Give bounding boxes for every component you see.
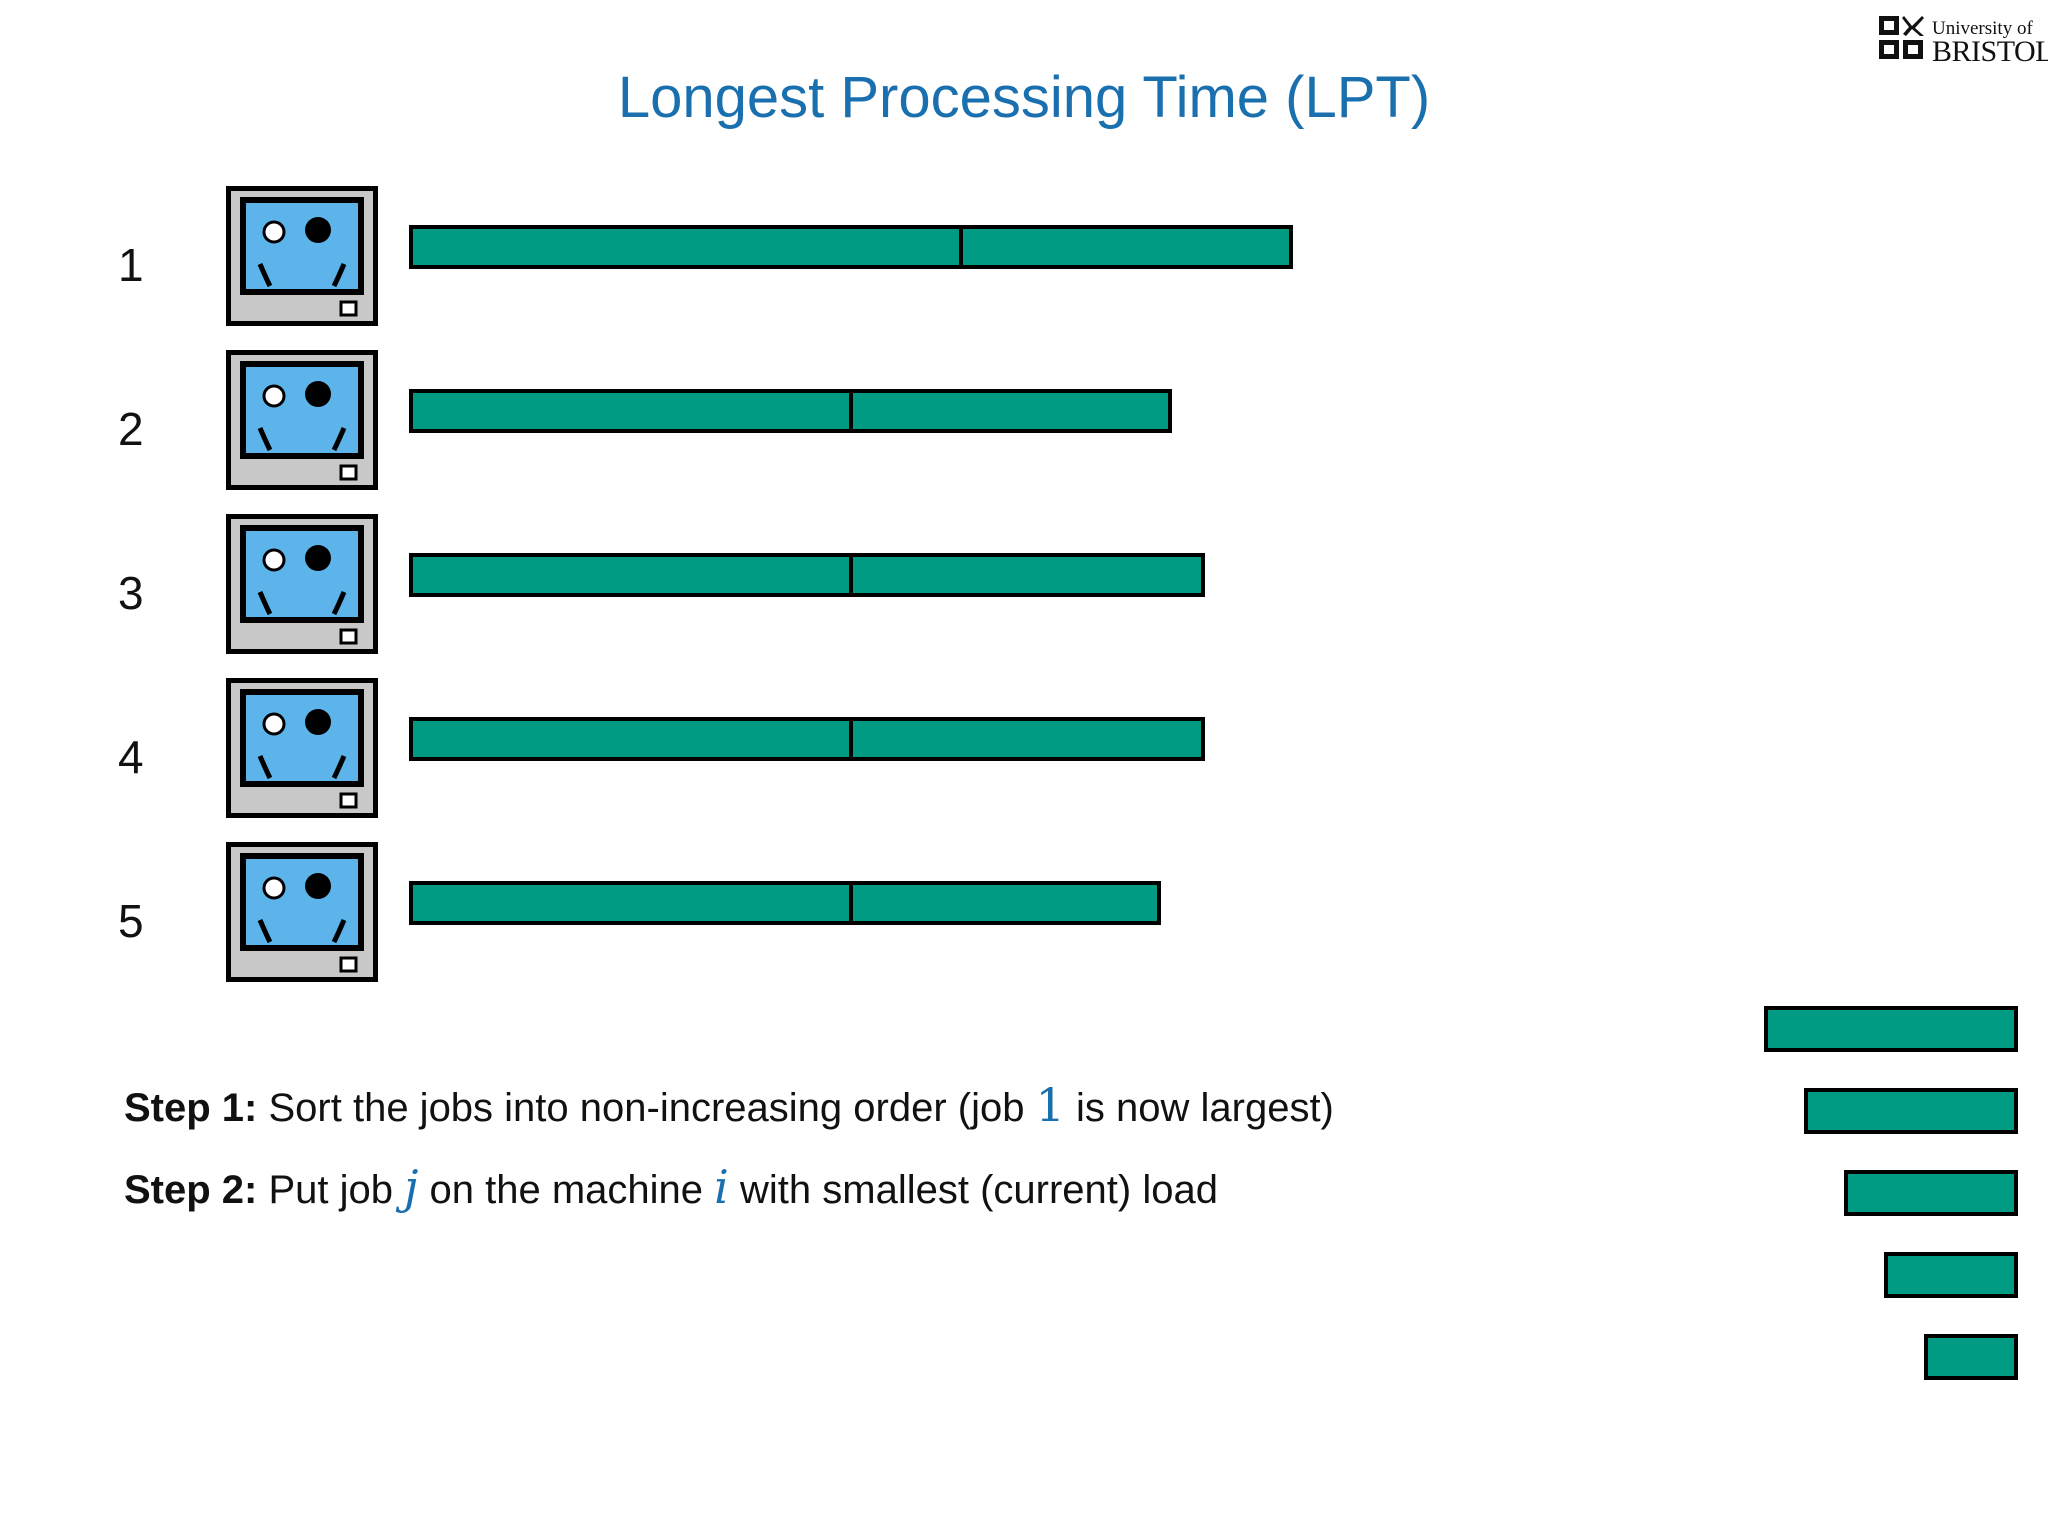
machine-load-bar [409,717,1205,761]
step-2: Step 2: Put job j on the machine i with … [124,1160,1218,1214]
step-1-label: Step 1: [124,1086,258,1130]
queued-job-block [1924,1334,2018,1380]
step-2-text-c: with smallest (current) load [740,1168,1218,1212]
job-block [849,717,1205,761]
queued-job-block [1844,1170,2018,1216]
machine-label: 1 [118,239,144,291]
machine-load-bar [409,225,1293,269]
crest-icon [1879,16,1924,59]
remaining-jobs-queue [1764,1006,2018,1380]
job-block [849,553,1205,597]
job-block [849,389,1172,433]
step-1-text-a: Sort the jobs into non-increasing order … [268,1086,1025,1130]
logo-text-line1: University of [1932,18,2033,39]
university-logo: University of BRISTOL [1878,14,2048,68]
logo-text-line2: BRISTOL [1932,35,2048,68]
machine-label: 3 [118,567,144,619]
step-2-text-a: Put job [268,1168,394,1212]
step-2-math-i: i [714,1160,729,1214]
slide-title: Longest Processing Time (LPT) [617,65,1431,130]
queued-job-block [1764,1006,2018,1052]
step-2-math-j: j [404,1160,419,1214]
job-block [409,881,853,925]
step-1-text-b: is now largest) [1076,1086,1334,1130]
machine-load-bar [409,389,1172,433]
queued-job-block [1804,1088,2018,1134]
step-2-label: Step 2: [124,1168,258,1212]
computer-icon [226,514,378,654]
machine-load-bar [409,881,1161,925]
computer-icon [226,842,378,982]
job-block [959,225,1293,269]
machine-load-bar [409,553,1205,597]
queued-job-block [1884,1252,2018,1298]
machine-label: 4 [118,731,144,783]
job-block [849,881,1161,925]
machine-label: 5 [118,895,144,947]
step-1-math-one: 1 [1035,1078,1065,1132]
computer-icon [226,678,378,818]
job-block [409,225,963,269]
machine-label: 2 [118,403,144,455]
computer-icon [226,350,378,490]
step-2-text-b: on the machine [429,1168,704,1212]
computer-icon [226,186,378,326]
job-block [409,717,853,761]
job-block [409,389,853,433]
job-block [409,553,853,597]
step-1: Step 1: Sort the jobs into non-increasin… [124,1078,1334,1132]
